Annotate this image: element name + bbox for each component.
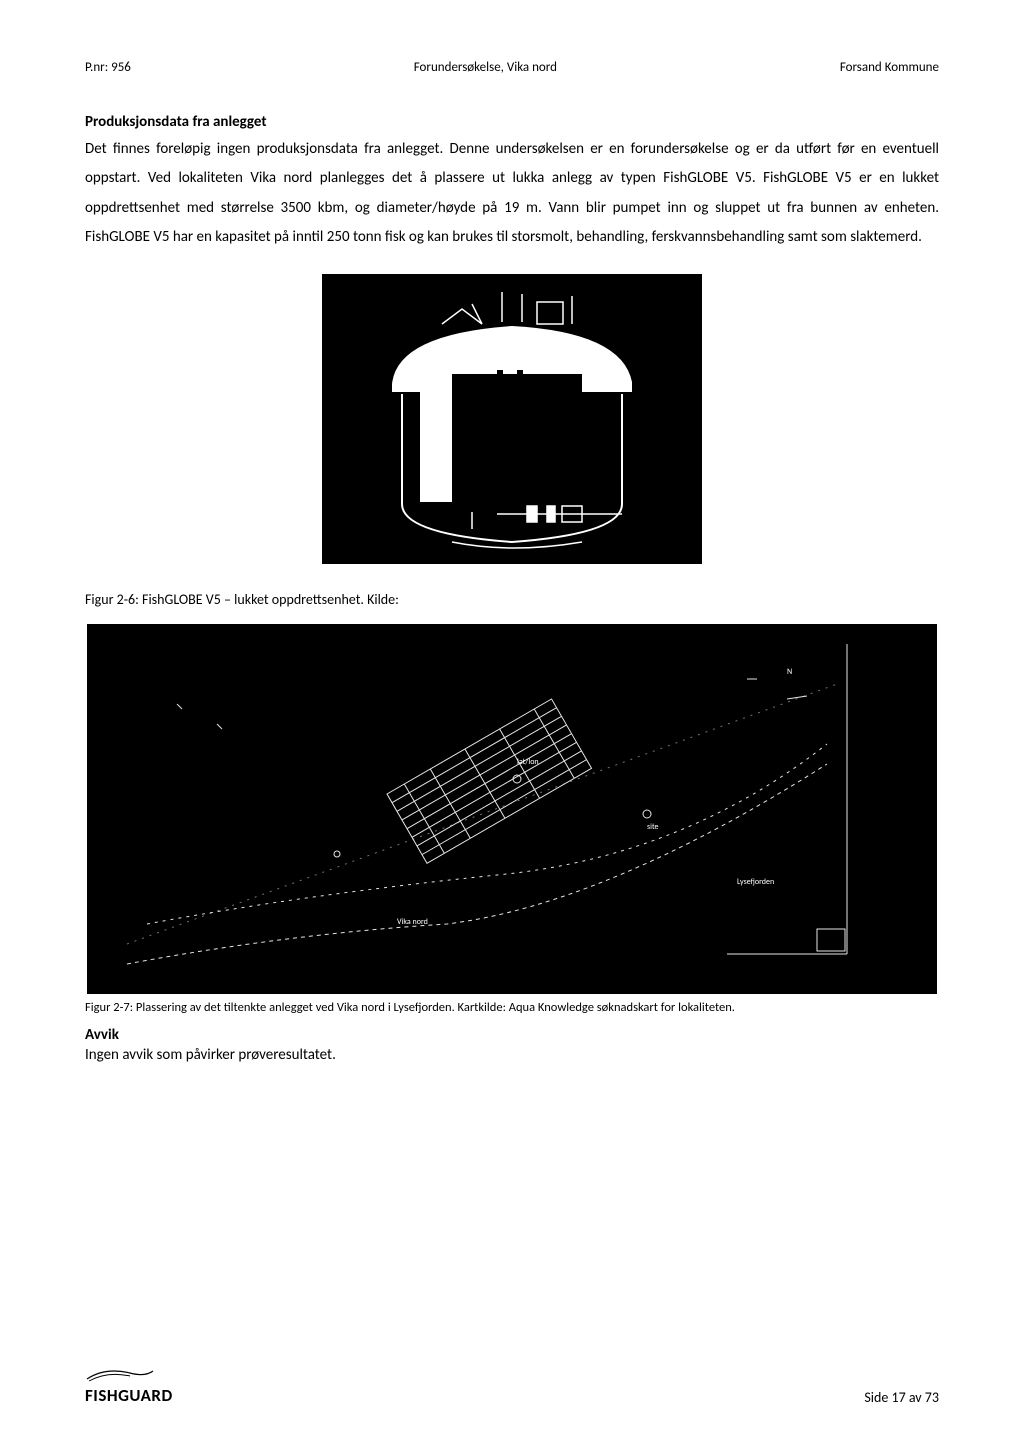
svg-text:lat/lon: lat/lon: [517, 757, 539, 767]
avvik-heading: Avvik: [85, 1026, 939, 1044]
logo-swoosh-icon: [85, 1365, 155, 1383]
header-center: Forundersøkelse, Vika nord: [414, 60, 557, 75]
section-heading: Produksjonsdata fra anlegget: [85, 113, 939, 131]
svg-text:Lysefjorden: Lysefjorden: [737, 877, 774, 887]
fishglobe-illustration: [322, 274, 702, 564]
svg-text:site: site: [647, 822, 659, 832]
figure-2-caption: Figur 2-7: Plassering av det tiltenkte a…: [85, 999, 939, 1018]
body-paragraph: Det finnes foreløpig ingen produksjonsda…: [85, 135, 939, 252]
header-right: Forsand Kommune: [840, 60, 939, 75]
logo: FISHGUARD: [85, 1365, 173, 1406]
page-footer: FISHGUARD Side 17 av 73: [85, 1365, 939, 1406]
figure-1: [85, 266, 939, 583]
svg-text:N: N: [787, 667, 792, 677]
page-number: Side 17 av 73: [864, 1389, 939, 1406]
site-map: lat/lon site Lysefjorden Vika nord N: [85, 624, 939, 994]
document-header: P.nr: 956 Forundersøkelse, Vika nord For…: [85, 60, 939, 75]
logo-text: FISHGUARD: [85, 1385, 173, 1406]
avvik-text: Ingen avvik som påvirker prøveresultatet…: [85, 1044, 939, 1067]
header-left: P.nr: 956: [85, 60, 131, 75]
svg-text:Vika nord: Vika nord: [397, 917, 428, 927]
figure-1-caption: Figur 2-6: FishGLOBE V5 – lukket oppdret…: [85, 591, 939, 608]
figure-2: lat/lon site Lysefjorden Vika nord N: [85, 618, 939, 999]
